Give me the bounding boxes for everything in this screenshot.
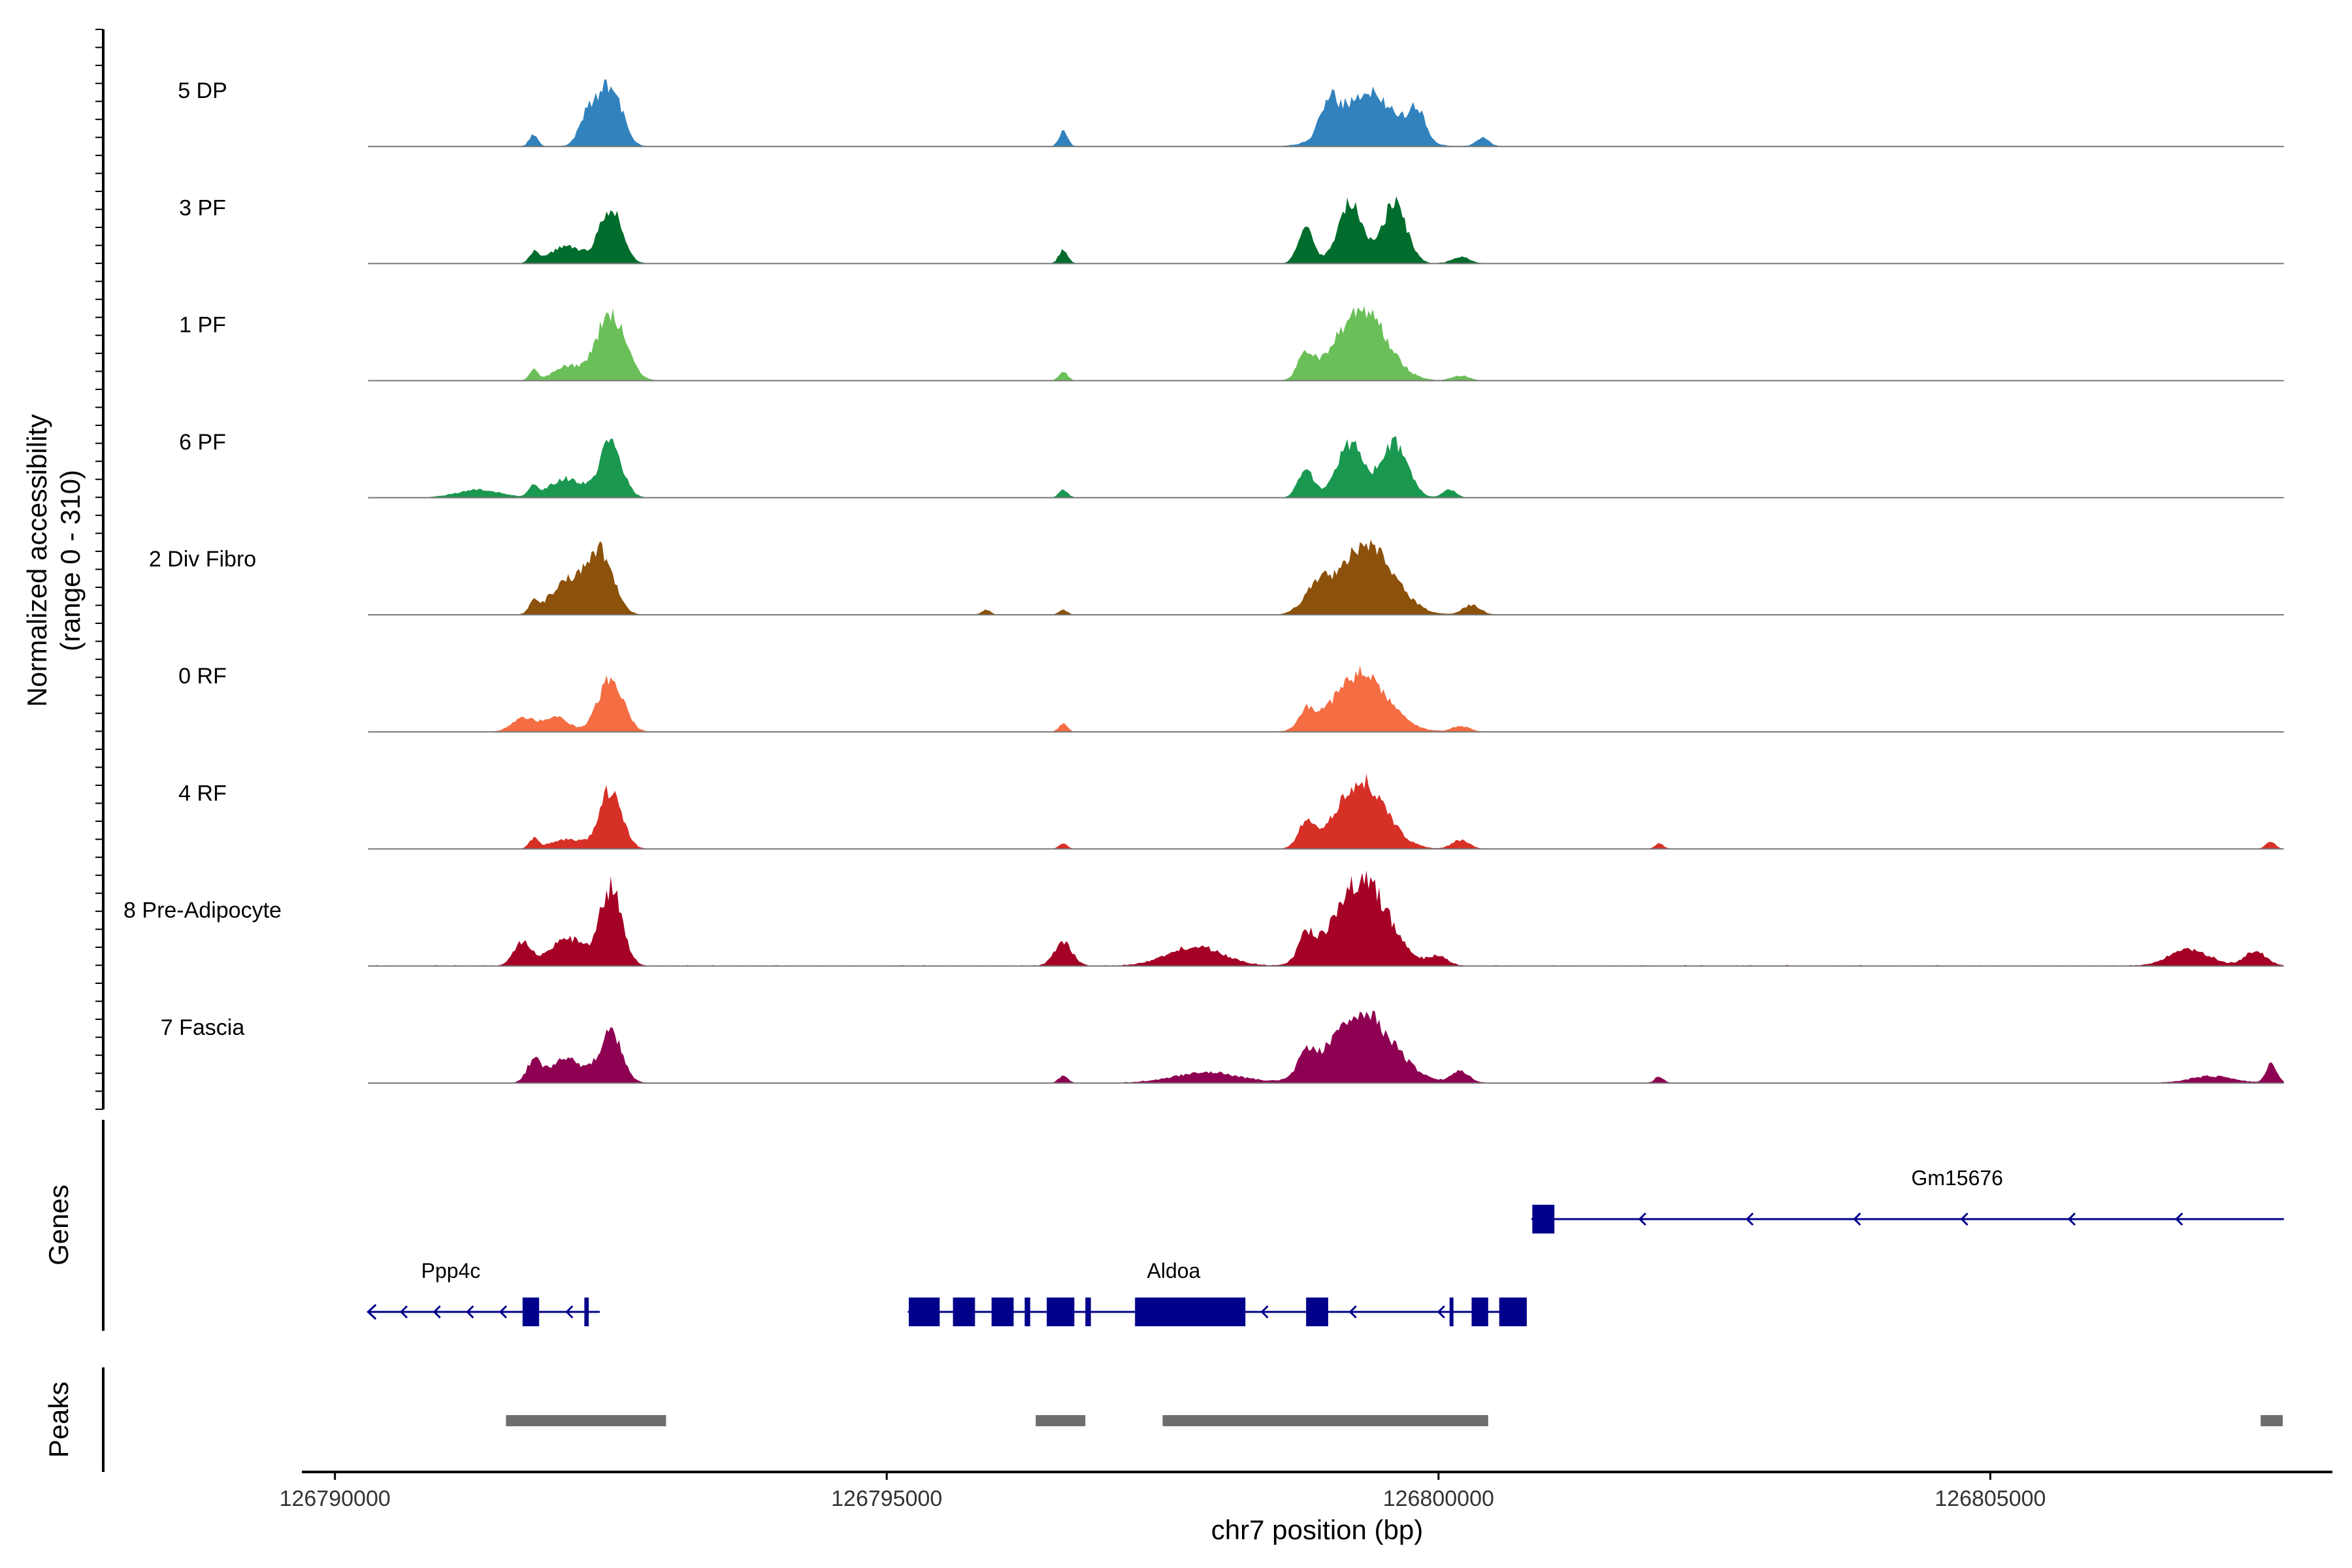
y-axis-title-line-2: (range 0 - 310): [55, 470, 86, 651]
strand-chevron: [399, 1305, 408, 1319]
gene-exon: [953, 1298, 975, 1326]
strand-chevron: [1745, 1212, 1754, 1226]
x-tick-label: 126790000: [280, 1486, 391, 1511]
gene-label: Ppp4c: [421, 1259, 481, 1282]
track-6-pf: 6 PF: [179, 430, 2284, 498]
strand-arrow: [367, 1303, 377, 1320]
strand-chevron: [433, 1305, 441, 1319]
gene-label: Aldoa: [1147, 1259, 1200, 1282]
coverage-area: [368, 665, 2284, 732]
position-x-axis: 126790000 126795000 126800000 126805000: [280, 1472, 2046, 1511]
gene-exon: [991, 1298, 1014, 1326]
strand-chevron: [2175, 1212, 2183, 1226]
gene-exon: [584, 1298, 589, 1326]
x-tick-label: 126805000: [1935, 1486, 2046, 1511]
track-label: 7 Fascia: [161, 1015, 245, 1040]
track-label: 5 DP: [178, 78, 227, 103]
coverage-area: [368, 540, 2284, 615]
track-label: 1 PF: [179, 313, 226, 338]
peak-region: [506, 1415, 666, 1426]
coverage-area: [368, 1010, 2284, 1083]
genes-panel-label: Genes: [43, 1184, 74, 1266]
coverage-area: [368, 773, 2284, 849]
track-label: 0 RF: [178, 664, 227, 689]
track-0-rf: 0 RF: [178, 664, 2284, 733]
coverage-area: [368, 870, 2284, 966]
gene-exon: [1306, 1298, 1328, 1326]
track-8-pre-adipocyte: 8 Pre-Adipocyte: [123, 870, 2284, 967]
gene-exon: [1449, 1298, 1454, 1326]
gene-ppp4c: Ppp4c: [367, 1259, 600, 1326]
strand-chevron: [565, 1305, 574, 1319]
coverage-area: [368, 436, 2284, 498]
strand-chevron: [498, 1305, 508, 1319]
peak-region: [2261, 1415, 2283, 1426]
gene-exon: [1047, 1298, 1075, 1326]
track-2-div-fibro: 2 Div Fibro: [149, 540, 2284, 615]
gene-exon: [1085, 1298, 1091, 1326]
track-3-pf: 3 PF: [179, 195, 2284, 265]
peak-region: [1036, 1415, 1086, 1426]
track-label: 8 Pre-Adipocyte: [123, 898, 282, 923]
coverage-area: [368, 306, 2284, 381]
gene-exon: [1499, 1298, 1527, 1326]
gene-exon: [522, 1298, 540, 1326]
gene-aldoa: Aldoa: [907, 1259, 1527, 1326]
track-label: 2 Div Fibro: [149, 547, 256, 572]
x-tick-label: 126800000: [1383, 1486, 1494, 1511]
track-label: 4 RF: [178, 781, 227, 806]
gene-exon: [909, 1298, 940, 1326]
strand-chevron: [466, 1305, 474, 1319]
track-4-rf: 4 RF: [178, 773, 2284, 850]
x-axis-title: chr7 position (bp): [1211, 1514, 1424, 1545]
strand-chevron: [1853, 1212, 1861, 1226]
coverage-area: [368, 196, 2284, 264]
gene-gm15676: Gm15676: [1531, 1166, 2284, 1233]
strand-chevron: [1260, 1305, 1269, 1319]
accessibility-y-axis: [95, 29, 105, 1110]
peaks-panel-label: Peaks: [43, 1382, 74, 1458]
track-1-pf: 1 PF: [179, 306, 2284, 382]
gene-label: Gm15676: [1911, 1166, 2003, 1190]
x-tick-label: 126795000: [831, 1486, 942, 1511]
track-7-fascia: 7 Fascia: [161, 1010, 2284, 1084]
gene-exon: [1532, 1205, 1555, 1233]
strand-chevron: [2067, 1212, 2076, 1226]
strand-chevron: [1348, 1305, 1357, 1319]
track-5-dp: 5 DP: [178, 78, 2284, 148]
track-label: 6 PF: [179, 430, 226, 455]
strand-chevron: [1960, 1212, 1968, 1226]
y-axis-title-line-1: Normalized accessibility: [22, 414, 52, 707]
strand-chevron: [1638, 1212, 1646, 1226]
track-label: 3 PF: [179, 195, 226, 220]
peak-region: [1162, 1415, 1488, 1426]
coverage-area: [368, 79, 2284, 147]
gene-exon: [1135, 1298, 1246, 1326]
gene-exon: [1471, 1298, 1488, 1326]
gene-annotation-track: Ppp4c Aldoa Gm15676: [367, 1166, 2284, 1326]
strand-chevron: [1437, 1305, 1445, 1319]
gene-exon: [1024, 1298, 1030, 1326]
peak-region-track: [506, 1415, 2283, 1426]
coverage-tracks: 5 DP 3 PF 1 PF 6 PF 2 Div Fibro 0 RF 4 RF 8 Pre…: [123, 78, 2284, 1084]
